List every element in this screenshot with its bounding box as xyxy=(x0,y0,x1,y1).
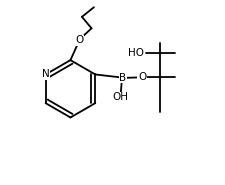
Text: N: N xyxy=(42,69,49,80)
Text: HO: HO xyxy=(127,48,143,58)
Text: B: B xyxy=(119,73,126,83)
Text: O: O xyxy=(137,72,146,83)
Text: O: O xyxy=(75,35,83,45)
Text: OH: OH xyxy=(112,92,128,102)
